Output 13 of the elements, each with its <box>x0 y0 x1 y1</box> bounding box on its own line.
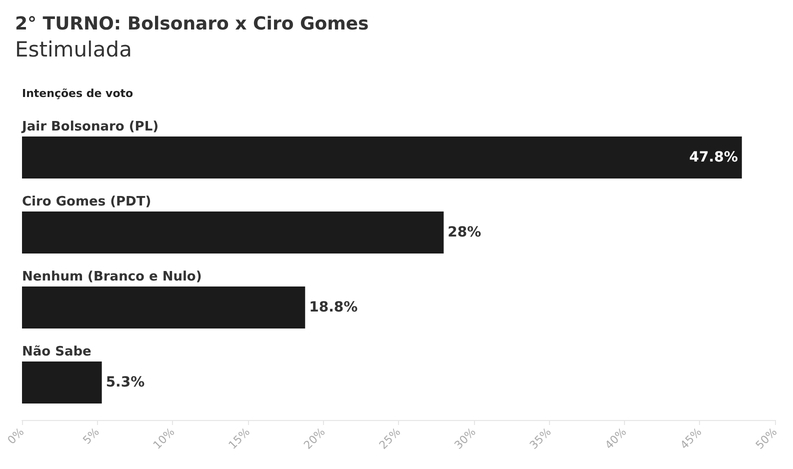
data-label: 28% <box>448 224 482 240</box>
y-tick-label: Nenhum (Branco e Nulo) <box>22 270 202 284</box>
y-tick-label: Não Sabe <box>22 344 92 360</box>
annotation: Intenções de voto <box>22 87 134 100</box>
x-tick-label: 0% <box>5 425 27 447</box>
chart-subtitle: Estimulada <box>15 38 132 62</box>
chart-title: 2° TURNO: Bolsonaro x Ciro Gomes <box>15 14 369 34</box>
y-tick-label: Ciro Gomes (PDT) <box>22 194 152 210</box>
data-label: 18.8% <box>309 300 358 316</box>
y-tick-label: Jair Bolsonaro (PL) <box>21 120 159 134</box>
x-tick-label: 5% <box>80 425 102 447</box>
data-label: 5.3% <box>106 374 145 390</box>
data-label: 47.8% <box>689 150 738 166</box>
